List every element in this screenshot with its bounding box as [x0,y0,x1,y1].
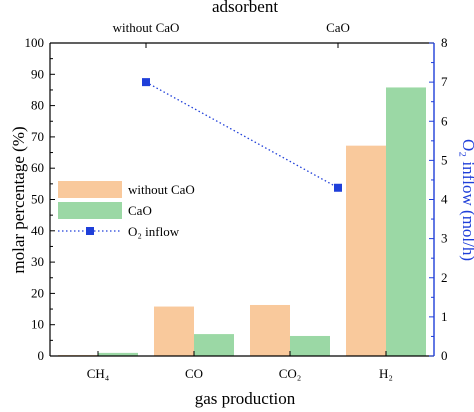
y-right-tick-label: 7 [441,74,448,89]
bar-cao [290,335,330,356]
legend-label: without CaO [128,182,195,197]
x-tick-label: CO₂ [279,366,302,381]
y-axis-right-title: O₂ inflow (mol/h) [459,139,474,261]
x-tick-label: CH₄ [87,366,110,381]
y-tick-label: 30 [31,254,44,269]
y-tick-label: 50 [31,192,44,207]
y-axis-title: molar percentage (%) [9,126,28,273]
y-tick-label: 10 [31,317,44,332]
top-tick-label: CaO [326,20,350,35]
o2-inflow-marker [334,183,342,192]
y-tick-label: 80 [31,98,44,113]
legend-label: O₂ inflow [128,224,180,239]
bar-without-cao [346,145,386,356]
x-tick-label: H₂ [379,366,393,381]
bar-cao [386,87,426,357]
bars-layer [58,87,426,357]
legend-marker [86,227,94,235]
x-axis-title: gas production [195,389,296,408]
legend-label: CaO [128,203,152,218]
y-right-tick-label: 6 [441,113,448,128]
bar-cao [98,352,138,356]
bar-without-cao [154,306,194,356]
o2-line-layer [142,78,342,192]
legend-swatch [58,181,122,198]
x-tick-label: CO [185,366,203,381]
y-tick-label: 100 [25,35,45,50]
bar-cao [194,334,234,356]
y-tick-label: 40 [31,223,44,238]
y-right-tick-label: 2 [441,270,448,285]
y-tick-label: 0 [38,348,45,363]
y-right-tick-label: 3 [441,231,448,246]
y-right-tick-label: 4 [441,192,448,207]
ticks-layer: 0 10 20 30 40 50 60 70 80 90 100 0 1 2 3 4 5 6 7 8 CH₄ CO CO₂ H… [25,20,449,381]
top-tick-label: without CaO [113,20,180,35]
y-right-tick-label: 5 [441,152,448,167]
y-tick-label: 90 [31,66,44,81]
top-axis-title: adsorbent [212,0,278,16]
y-tick-label: 20 [31,285,44,300]
y-right-tick-label: 8 [441,35,448,50]
legend: without CaO CaO O₂ inflow [58,181,195,239]
legend-swatch [58,202,122,219]
y-right-tick-label: 1 [441,309,448,324]
y-tick-label: 60 [31,160,44,175]
bar-without-cao [250,304,290,356]
o2-inflow-marker [142,78,150,87]
o2-inflow-line [145,81,339,189]
y-tick-label: 70 [31,129,44,144]
y-right-tick-label: 0 [441,348,448,363]
